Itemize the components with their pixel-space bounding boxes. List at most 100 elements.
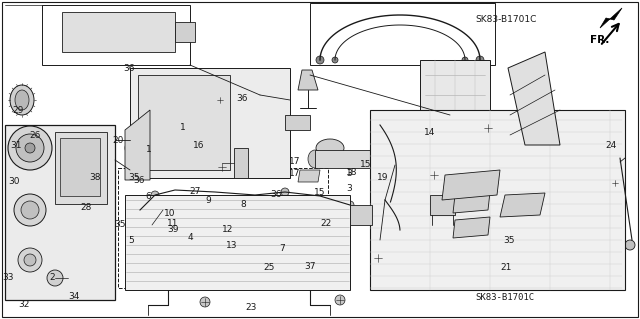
Text: 32: 32 [19, 300, 30, 309]
Circle shape [176, 114, 192, 130]
Circle shape [316, 56, 324, 64]
Circle shape [16, 134, 44, 162]
Polygon shape [350, 205, 372, 225]
Bar [218, 88, 226, 96]
Text: 34: 34 [68, 292, 79, 301]
Polygon shape [62, 12, 175, 52]
Polygon shape [508, 52, 560, 145]
Circle shape [625, 240, 635, 250]
Text: 12: 12 [221, 225, 233, 234]
Text: 29: 29 [12, 106, 24, 115]
Bar [55, 132, 107, 204]
Bar [310, 3, 495, 65]
FancyArrowPatch shape [602, 24, 619, 44]
Bar [218, 108, 226, 116]
Polygon shape [420, 60, 490, 170]
Text: 36: 36 [236, 94, 248, 103]
Polygon shape [453, 217, 490, 238]
Polygon shape [298, 70, 318, 90]
Text: 28: 28 [81, 203, 92, 212]
Text: SK83-B1701C: SK83-B1701C [476, 293, 534, 302]
Polygon shape [125, 195, 350, 290]
Circle shape [200, 297, 210, 307]
Circle shape [346, 201, 354, 209]
Bar [218, 148, 226, 156]
Text: 15: 15 [360, 160, 372, 169]
Text: 36: 36 [124, 64, 135, 73]
Circle shape [462, 57, 468, 63]
Polygon shape [175, 22, 195, 42]
Circle shape [265, 145, 285, 165]
Bar [60, 138, 100, 196]
Text: 18: 18 [346, 168, 358, 177]
Polygon shape [430, 195, 455, 215]
Text: SK83-B1701C: SK83-B1701C [475, 15, 536, 24]
Text: 7: 7 [279, 244, 284, 253]
Text: 19: 19 [377, 173, 388, 182]
Text: 1: 1 [146, 145, 151, 154]
Text: 13: 13 [226, 241, 237, 250]
Circle shape [14, 194, 46, 226]
Text: 14: 14 [424, 128, 436, 137]
Polygon shape [298, 170, 320, 182]
Text: 11: 11 [167, 219, 179, 228]
Circle shape [481, 121, 495, 135]
Text: 10: 10 [164, 209, 175, 218]
Polygon shape [442, 170, 500, 200]
Text: 3: 3 [346, 169, 351, 178]
Text: 9: 9 [205, 197, 211, 205]
Text: 30: 30 [8, 177, 20, 186]
Circle shape [373, 253, 383, 263]
Text: 8: 8 [241, 200, 246, 209]
Circle shape [281, 188, 289, 196]
Circle shape [429, 170, 439, 180]
Ellipse shape [150, 24, 160, 40]
Ellipse shape [144, 17, 166, 47]
Circle shape [479, 195, 491, 207]
Circle shape [160, 98, 208, 146]
Circle shape [217, 162, 227, 172]
Circle shape [216, 96, 224, 104]
Text: 37: 37 [305, 262, 316, 271]
Text: 25: 25 [263, 263, 275, 272]
Circle shape [452, 223, 464, 235]
Circle shape [332, 57, 338, 63]
Text: 15: 15 [314, 189, 326, 197]
Text: 24: 24 [605, 141, 617, 150]
Ellipse shape [10, 85, 34, 115]
Text: 36: 36 [134, 176, 145, 185]
Circle shape [18, 248, 42, 272]
Text: 38: 38 [89, 173, 100, 182]
Text: 35: 35 [129, 173, 140, 182]
Circle shape [47, 270, 63, 286]
Bar [5, 125, 115, 300]
Polygon shape [315, 150, 390, 168]
Ellipse shape [69, 17, 91, 47]
Text: 2: 2 [50, 273, 55, 282]
Text: FR.: FR. [590, 35, 609, 45]
Ellipse shape [15, 90, 29, 110]
Polygon shape [285, 115, 310, 130]
Circle shape [125, 138, 145, 158]
Text: 33: 33 [2, 273, 13, 282]
Circle shape [535, 199, 545, 209]
Text: 4: 4 [188, 233, 193, 242]
Polygon shape [234, 148, 248, 178]
Text: 26: 26 [29, 131, 41, 140]
Circle shape [127, 160, 143, 176]
Circle shape [146, 84, 222, 160]
Text: 3: 3 [346, 184, 351, 193]
Text: 36: 36 [271, 190, 282, 199]
Bar [118, 168, 328, 288]
Circle shape [24, 254, 36, 266]
Circle shape [443, 181, 457, 195]
Text: 35: 35 [115, 220, 126, 229]
Polygon shape [130, 68, 290, 178]
Text: 31: 31 [10, 141, 22, 150]
Bar [415, 235, 437, 253]
Polygon shape [138, 75, 230, 170]
Polygon shape [453, 192, 490, 213]
Circle shape [452, 198, 464, 210]
Ellipse shape [316, 139, 344, 157]
Bar [268, 130, 286, 144]
